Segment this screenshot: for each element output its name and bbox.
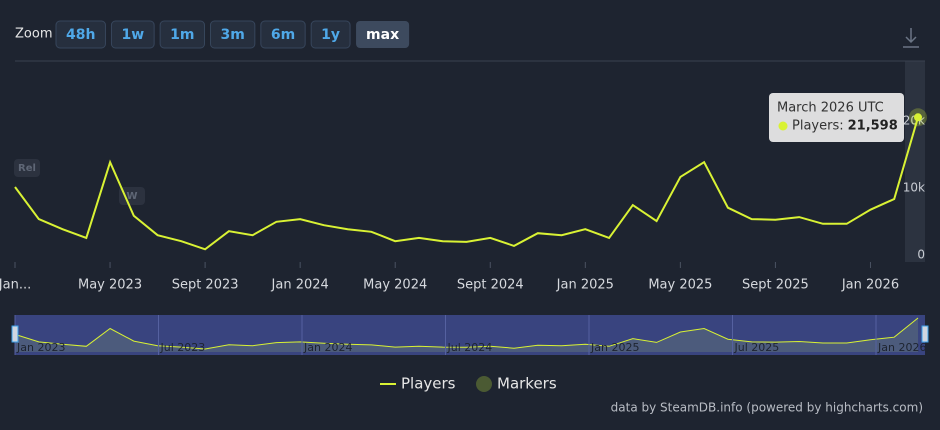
navigator-label: Jul 2024	[447, 341, 493, 354]
navigator-label: Jan 2024	[303, 341, 352, 354]
navigator-line	[14, 317, 919, 350]
tooltip-label: Players:	[792, 119, 844, 134]
navigator-label: Jan 2023	[16, 341, 65, 354]
zoom-button-label[interactable]: 3m	[220, 27, 244, 43]
zoom-button[interactable]: 6m	[260, 20, 306, 49]
y-tick-label: 10k	[903, 181, 925, 195]
navigator-handle[interactable]	[11, 325, 19, 343]
y-tick-label: 0	[917, 248, 925, 262]
legend-label[interactable]: Markers	[497, 375, 557, 393]
x-tick-label: Jan 2025	[556, 278, 614, 293]
legend-symbol	[476, 376, 492, 392]
x-tick-label: Jan 2024	[271, 278, 329, 293]
tooltip-title: March 2026 UTC	[777, 101, 884, 116]
tooltip-dot	[778, 121, 788, 131]
zoom-button-bg[interactable]	[209, 20, 256, 49]
x-tick-label: Jan 2026	[841, 278, 899, 293]
hover-point	[914, 113, 922, 122]
zoom-button-label[interactable]: 1y	[321, 27, 340, 43]
x-tick-label: Sept 2025	[742, 278, 809, 293]
x-tick-label: Sept 2023	[172, 278, 239, 293]
credit: data by SteamDB.info (powered by highcha…	[611, 401, 923, 415]
zoom-button-label[interactable]: 1w	[121, 27, 144, 43]
zoom-button-bg[interactable]	[260, 20, 306, 49]
event-marker	[14, 159, 40, 177]
zoom-button[interactable]: 1y	[310, 20, 351, 49]
zoom-button-bg[interactable]	[159, 20, 205, 49]
zoom-button[interactable]: 48h	[55, 20, 106, 49]
players-line	[14, 117, 919, 251]
legend-label[interactable]: Players	[401, 375, 456, 393]
x-tick-label: May 2023	[78, 278, 142, 293]
navigator-area	[15, 318, 918, 352]
zoom-button-bg[interactable]	[110, 20, 155, 49]
zoom-button[interactable]: 1m	[159, 20, 205, 49]
event-marker	[119, 187, 145, 205]
x-tick-label: Jan...	[0, 278, 31, 293]
navigator-label: Jul 2025	[734, 341, 780, 354]
navigator-label: Jan 2025	[590, 341, 639, 354]
x-tick-label: May 2025	[648, 278, 712, 293]
navigator-handle[interactable]	[921, 325, 929, 343]
event-marker-label: W	[126, 191, 137, 202]
zoom-button-label[interactable]: 6m	[271, 27, 295, 43]
tooltip-value: 21,598	[848, 119, 898, 134]
navigator-label: Jul 2023	[160, 341, 206, 354]
navigator-label: Jan 2026	[877, 341, 926, 354]
zoom-button[interactable]: 1w	[110, 20, 155, 49]
zoom-button[interactable]: 3m	[209, 20, 256, 49]
zoom-button-label[interactable]: 1m	[170, 27, 194, 43]
zoom-button-bg[interactable]	[310, 20, 351, 49]
zoom-button-bg[interactable]	[356, 21, 410, 48]
hover-band	[905, 61, 925, 262]
x-tick-label: Sept 2024	[457, 278, 524, 293]
download-icon[interactable]	[903, 28, 919, 48]
tooltip-box	[769, 93, 904, 142]
zoom-button[interactable]: max	[356, 21, 410, 48]
x-tick-label: May 2024	[363, 278, 427, 293]
zoom-label: Zoom	[15, 27, 52, 42]
event-marker-label: Rel	[18, 163, 36, 174]
zoom-button-bg[interactable]	[55, 20, 106, 49]
zoom-button-label[interactable]: 48h	[66, 27, 95, 43]
zoom-button-label[interactable]: max	[366, 27, 399, 43]
